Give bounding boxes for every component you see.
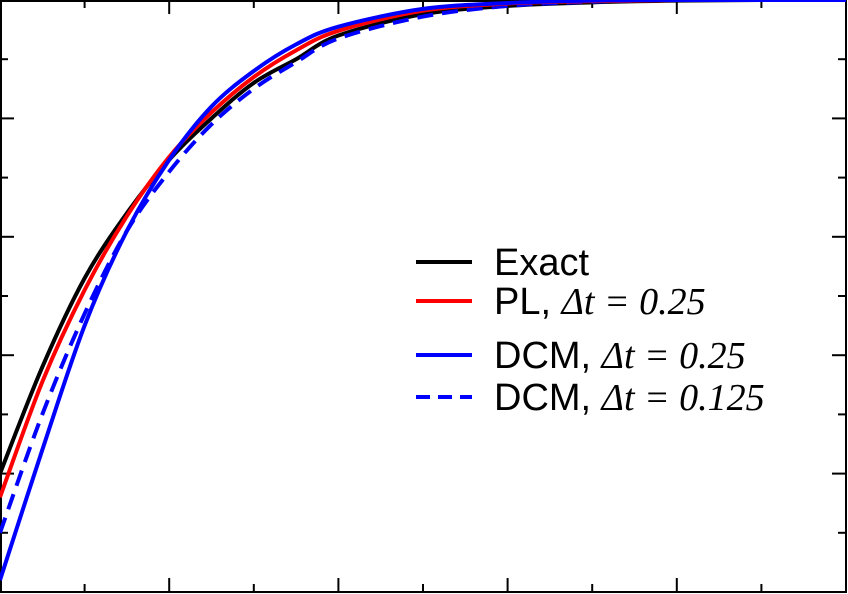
legend-label-prefix: PL, bbox=[494, 281, 562, 323]
legend-label-math: Δt = 0.25 bbox=[560, 281, 706, 323]
series-line-4 bbox=[0, 0, 846, 534]
series-layer bbox=[0, 0, 846, 581]
legend-label-prefix: Exact bbox=[494, 242, 589, 284]
legend-label-4: DCM, Δt = 0.125 bbox=[494, 377, 765, 419]
legend-label-1: Exact bbox=[494, 242, 589, 284]
series-line-2 bbox=[0, 0, 846, 498]
series-line-3 bbox=[0, 0, 846, 581]
legend-label-prefix: DCM, bbox=[494, 335, 602, 377]
legend-label-math: Δt = 0.25 bbox=[600, 335, 746, 377]
legend-label-prefix: DCM, bbox=[494, 377, 602, 419]
legend-label-2: PL, Δt = 0.25 bbox=[494, 281, 706, 323]
legend-label-math: Δt = 0.125 bbox=[600, 377, 765, 419]
legend-label-3: DCM, Δt = 0.25 bbox=[494, 335, 746, 377]
